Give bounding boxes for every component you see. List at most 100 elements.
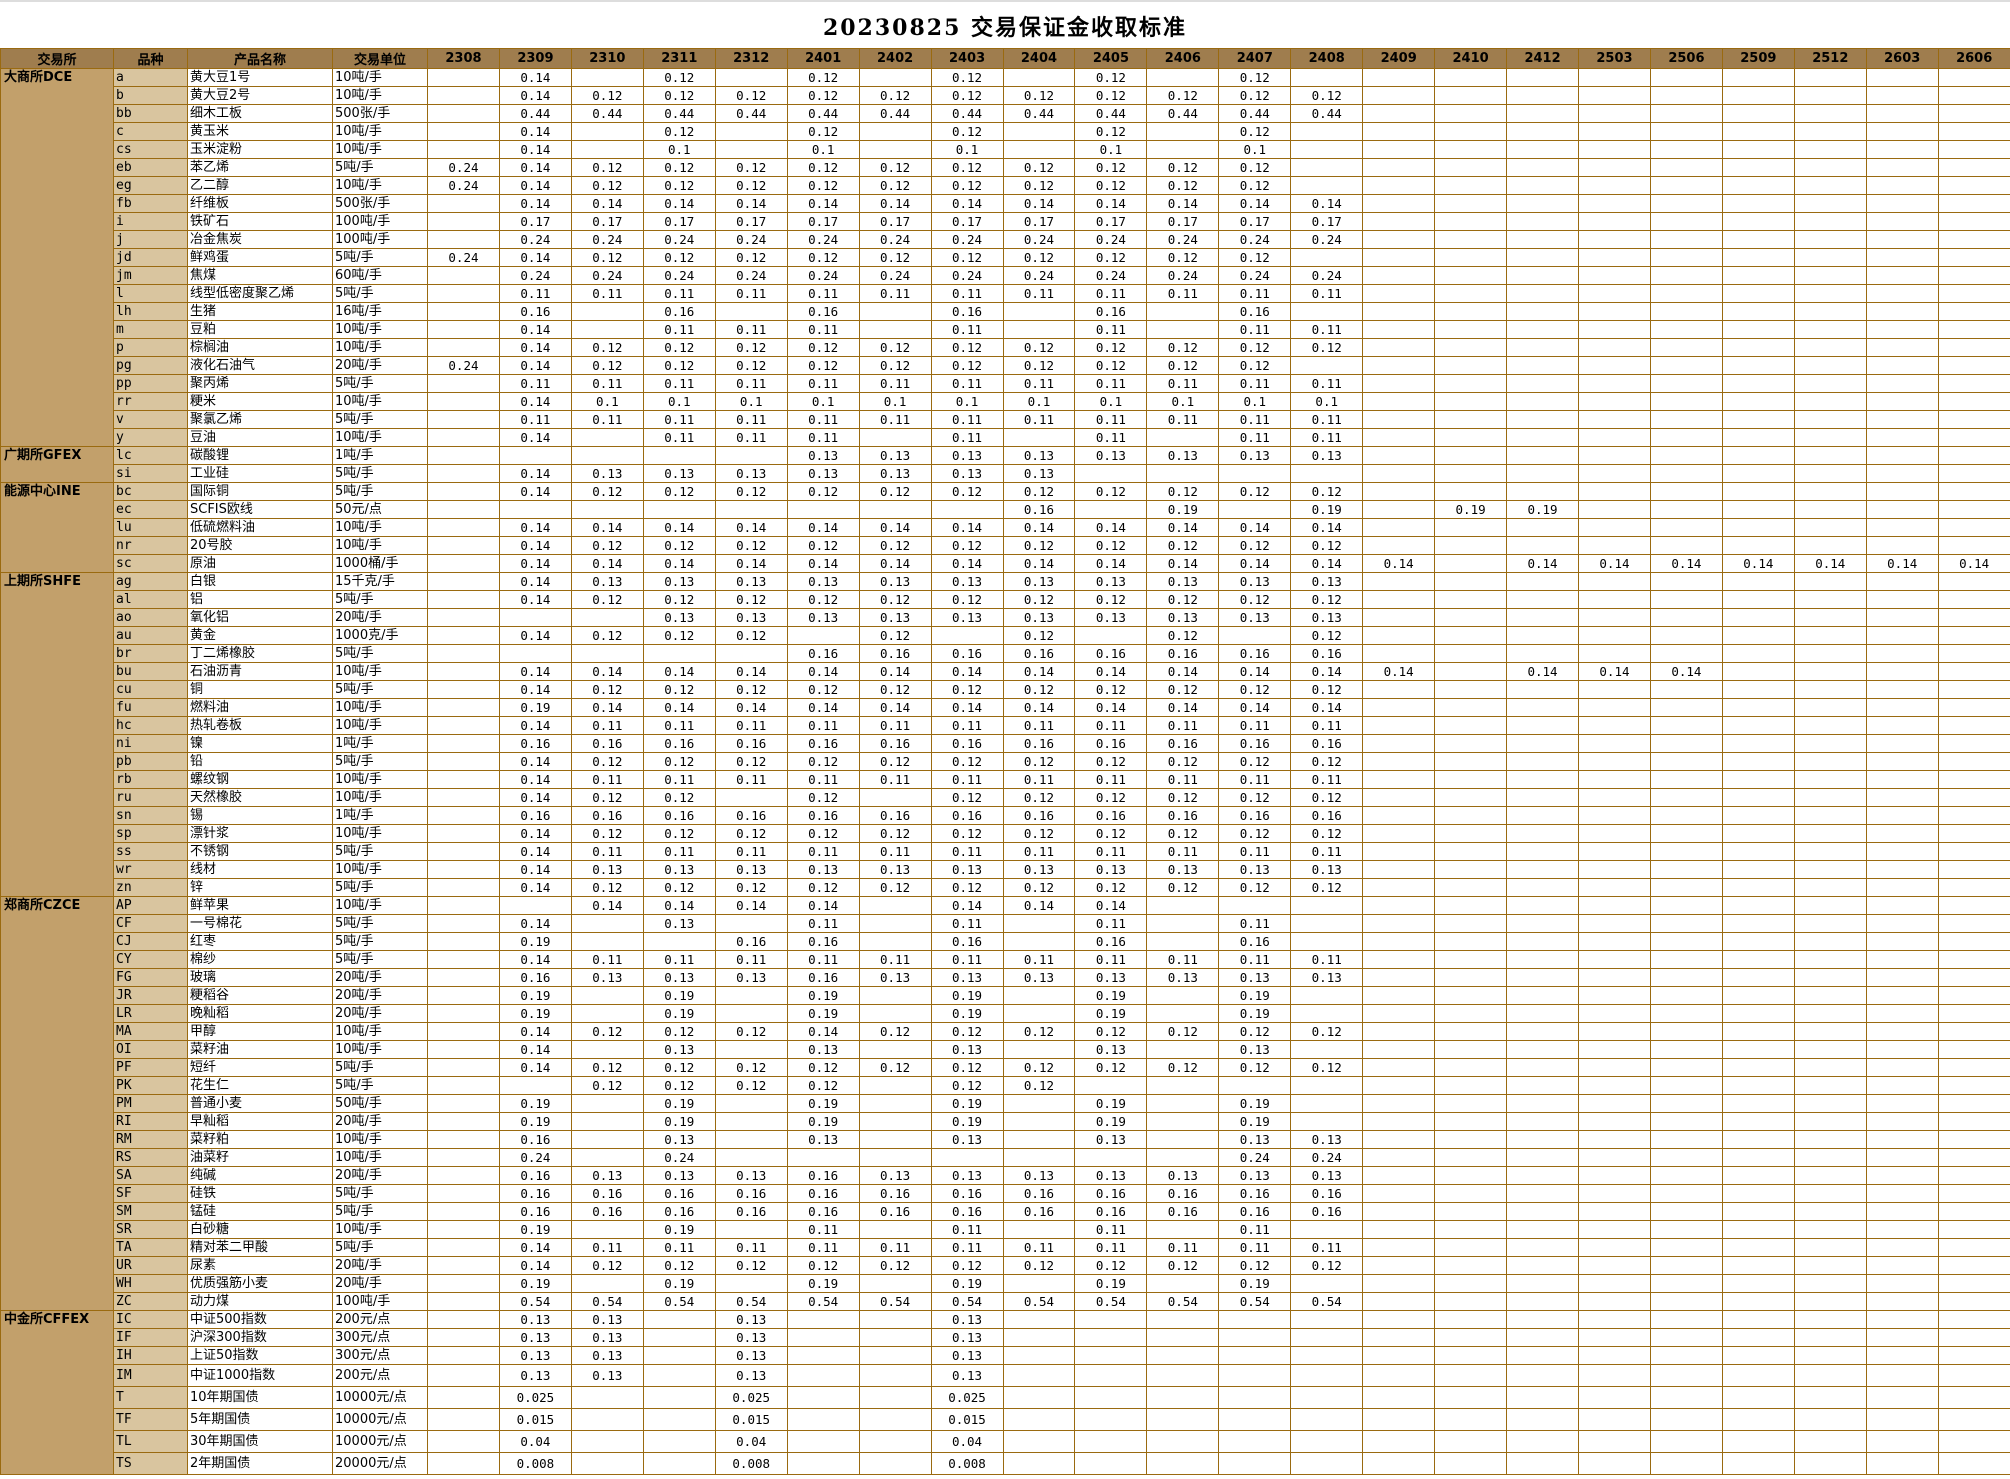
margin-rate-cell: [642, 932, 716, 951]
table-row: pp 聚丙烯 5吨/手 0.11 0.11 0.11 0.11 0.11 0.11 0.11 0.1…: [1, 374, 2010, 393]
margin-rate-cell: [1865, 1076, 1939, 1095]
margin-rate-cell: 0.14: [714, 554, 788, 573]
margin-rate-cell: 0.11: [1218, 320, 1292, 339]
margin-rate-cell: 0.14: [498, 1256, 572, 1275]
margin-rate-cell: 0.12: [1290, 1256, 1364, 1275]
margin-rate-cell: [1793, 446, 1867, 465]
margin-rate-cell: [1290, 932, 1364, 951]
margin-rate-cell: 0.12: [714, 878, 788, 897]
margin-rate-cell: 0.13: [642, 608, 716, 627]
margin-rate-cell: [786, 500, 860, 519]
margin-rate-cell: [1721, 914, 1795, 933]
product-name-cell: 原油: [187, 554, 333, 573]
unit-cell: 5吨/手: [332, 374, 428, 393]
margin-rate-cell: 0.13: [930, 860, 1004, 879]
margin-rate-cell: [1721, 950, 1795, 969]
margin-rate-cell: [1721, 590, 1795, 609]
margin-rate-cell: [1578, 1094, 1651, 1113]
margin-rate-cell: [1865, 1094, 1939, 1113]
margin-rate-cell: [1506, 320, 1579, 339]
margin-rate-cell: [427, 266, 500, 285]
margin-rate-cell: [1793, 1094, 1867, 1113]
margin-rate-cell: [1506, 158, 1579, 177]
margin-rate-cell: 0.12: [1002, 356, 1076, 375]
margin-rate-cell: 0.14: [1793, 554, 1867, 573]
margin-rate-cell: 0.14: [498, 1040, 572, 1059]
margin-rate-cell: [1649, 122, 1723, 141]
product-name-cell: 豆油: [187, 428, 333, 447]
margin-rate-cell: 0.19: [1218, 1112, 1292, 1131]
margin-rate-cell: 0.44: [570, 104, 644, 123]
margin-rate-cell: 0.12: [930, 338, 1004, 357]
margin-rate-cell: 0.12: [1074, 1058, 1148, 1077]
margin-rate-cell: 0.12: [1146, 626, 1220, 645]
margin-rate-cell: [1506, 1292, 1579, 1311]
margin-rate-cell: 0.14: [498, 860, 572, 879]
table-row: FG 玻璃 20吨/手 0.16 0.13 0.13 0.13 0.16 0.13 0.13 0.1…: [1, 968, 2010, 987]
margin-rate-cell: [1865, 1112, 1939, 1131]
margin-rate-cell: 0.008: [498, 1452, 572, 1475]
unit-cell: 5吨/手: [332, 878, 428, 897]
margin-rate-cell: [1362, 986, 1436, 1005]
margin-rate-cell: 0.04: [930, 1430, 1004, 1453]
margin-rate-cell: 0.13: [570, 1364, 644, 1387]
margin-rate-cell: 0.11: [1146, 770, 1220, 789]
margin-rate-cell: [930, 1148, 1004, 1167]
margin-rate-cell: 0.54: [1002, 1292, 1076, 1311]
margin-rate-cell: [1721, 1430, 1795, 1453]
margin-rate-cell: [642, 1364, 716, 1387]
margin-rate-cell: 0.12: [1074, 356, 1148, 375]
margin-rate-cell: [1721, 122, 1795, 141]
margin-rate-cell: [1434, 284, 1508, 303]
margin-rate-cell: [1793, 1310, 1867, 1329]
margin-rate-cell: [1434, 1112, 1508, 1131]
margin-rate-cell: [1434, 716, 1508, 735]
margin-rate-cell: [1506, 1238, 1579, 1257]
margin-rate-cell: 0.015: [498, 1408, 572, 1431]
margin-rate-cell: 0.12: [1218, 536, 1292, 555]
code-cell: bb: [113, 104, 188, 123]
unit-cell: 20吨/手: [332, 1112, 428, 1131]
margin-rate-cell: 0.16: [930, 302, 1004, 321]
margin-rate-cell: [1362, 1040, 1436, 1059]
table-row: ni 镍 1吨/手 0.16 0.16 0.16 0.16 0.16 0.16 0.16 0.16 0…: [1, 734, 2010, 753]
margin-rate-cell: 0.13: [642, 968, 716, 987]
product-name-cell: 乙二醇: [187, 176, 333, 195]
margin-rate-cell: 0.11: [642, 410, 716, 429]
margin-rate-cell: [1649, 356, 1723, 375]
code-cell: hc: [113, 716, 188, 735]
margin-rate-cell: 0.44: [1146, 104, 1220, 123]
margin-rate-cell: [1721, 1184, 1795, 1203]
margin-rate-cell: 0.13: [642, 464, 716, 483]
margin-rate-cell: 0.44: [786, 104, 860, 123]
margin-rate-cell: [1362, 1220, 1436, 1239]
margin-rate-cell: [1649, 68, 1723, 87]
margin-rate-cell: [1937, 770, 2010, 789]
margin-rate-cell: [1290, 1076, 1364, 1095]
margin-rate-cell: 0.16: [498, 968, 572, 987]
margin-rate-cell: [1002, 932, 1076, 951]
margin-rate-cell: [1434, 734, 1508, 753]
margin-rate-cell: 0.12: [930, 536, 1004, 555]
margin-rate-cell: 0.16: [1002, 1184, 1076, 1203]
margin-rate-cell: 0.14: [498, 788, 572, 807]
margin-rate-cell: 0.12: [642, 824, 716, 843]
margin-rate-cell: [1434, 1004, 1508, 1023]
margin-rate-cell: [1649, 500, 1723, 519]
margin-rate-cell: 0.16: [930, 734, 1004, 753]
margin-rate-cell: [1721, 356, 1795, 375]
table-row: eb 苯乙烯 5吨/手 0.24 0.14 0.12 0.12 0.12 0.12 0.12 0.1…: [1, 158, 2010, 177]
margin-rate-cell: [1649, 806, 1723, 825]
margin-rate-cell: [1434, 1130, 1508, 1149]
margin-rate-cell: 0.11: [786, 428, 860, 447]
margin-rate-cell: 0.12: [642, 590, 716, 609]
unit-cell: 500张/手: [332, 194, 428, 213]
margin-rate-cell: [1865, 446, 1939, 465]
margin-rate-cell: 0.14: [570, 518, 644, 537]
margin-rate-cell: [1362, 1094, 1436, 1113]
margin-rate-cell: 0.54: [1290, 1292, 1364, 1311]
margin-rate-cell: [786, 1408, 860, 1431]
margin-rate-cell: 0.14: [786, 896, 860, 915]
margin-rate-cell: 0.11: [1002, 950, 1076, 969]
margin-rate-cell: [1578, 1256, 1651, 1275]
